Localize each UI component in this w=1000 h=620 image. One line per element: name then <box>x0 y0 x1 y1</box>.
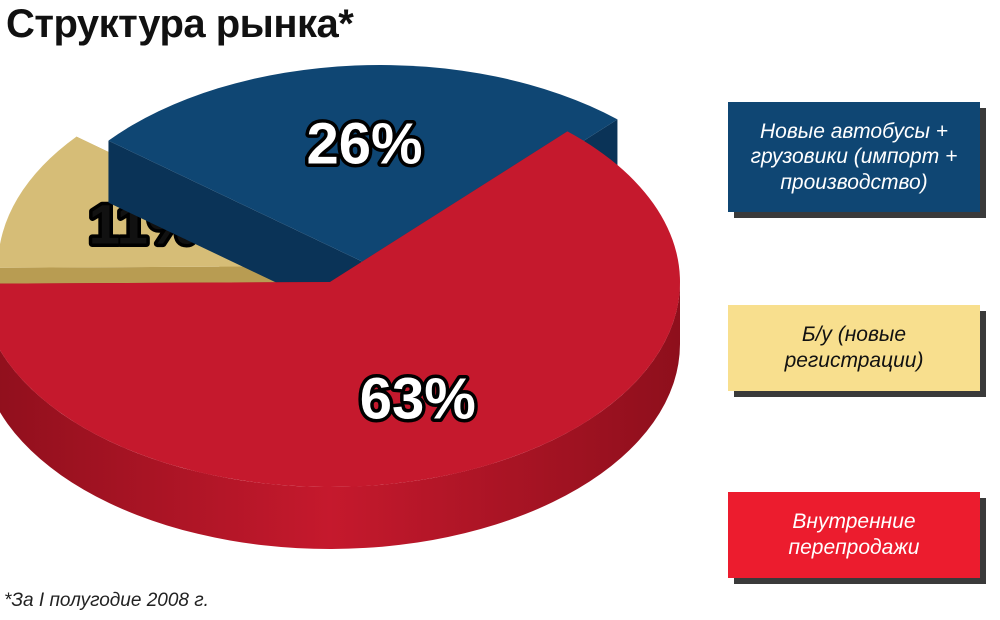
slice-resale-top <box>0 131 680 487</box>
legend-item-used: Б/у (новые регистрации) <box>728 305 980 391</box>
legend-label-used: Б/у (новые регистрации) <box>784 323 924 372</box>
legend-label-resale: Внутренние перепродажи <box>788 510 920 559</box>
slice-resale-value-label: 63% <box>360 367 476 432</box>
footnote: *За I полугодие 2008 г. <box>4 590 209 611</box>
legend-item-resale: Внутренние перепродажи <box>728 492 980 578</box>
slice-resale-side <box>0 282 680 549</box>
legend-label-new: Новые автобусы + грузовики (импорт + про… <box>750 119 958 194</box>
legend-item-new: Новые автобусы + грузовики (импорт + про… <box>728 102 980 212</box>
slice-resale: 63% <box>0 131 680 549</box>
slice-new-top <box>108 64 618 270</box>
slice-new-value-label: 26% <box>307 112 423 177</box>
chart-title: Структура рынка* <box>6 2 354 46</box>
